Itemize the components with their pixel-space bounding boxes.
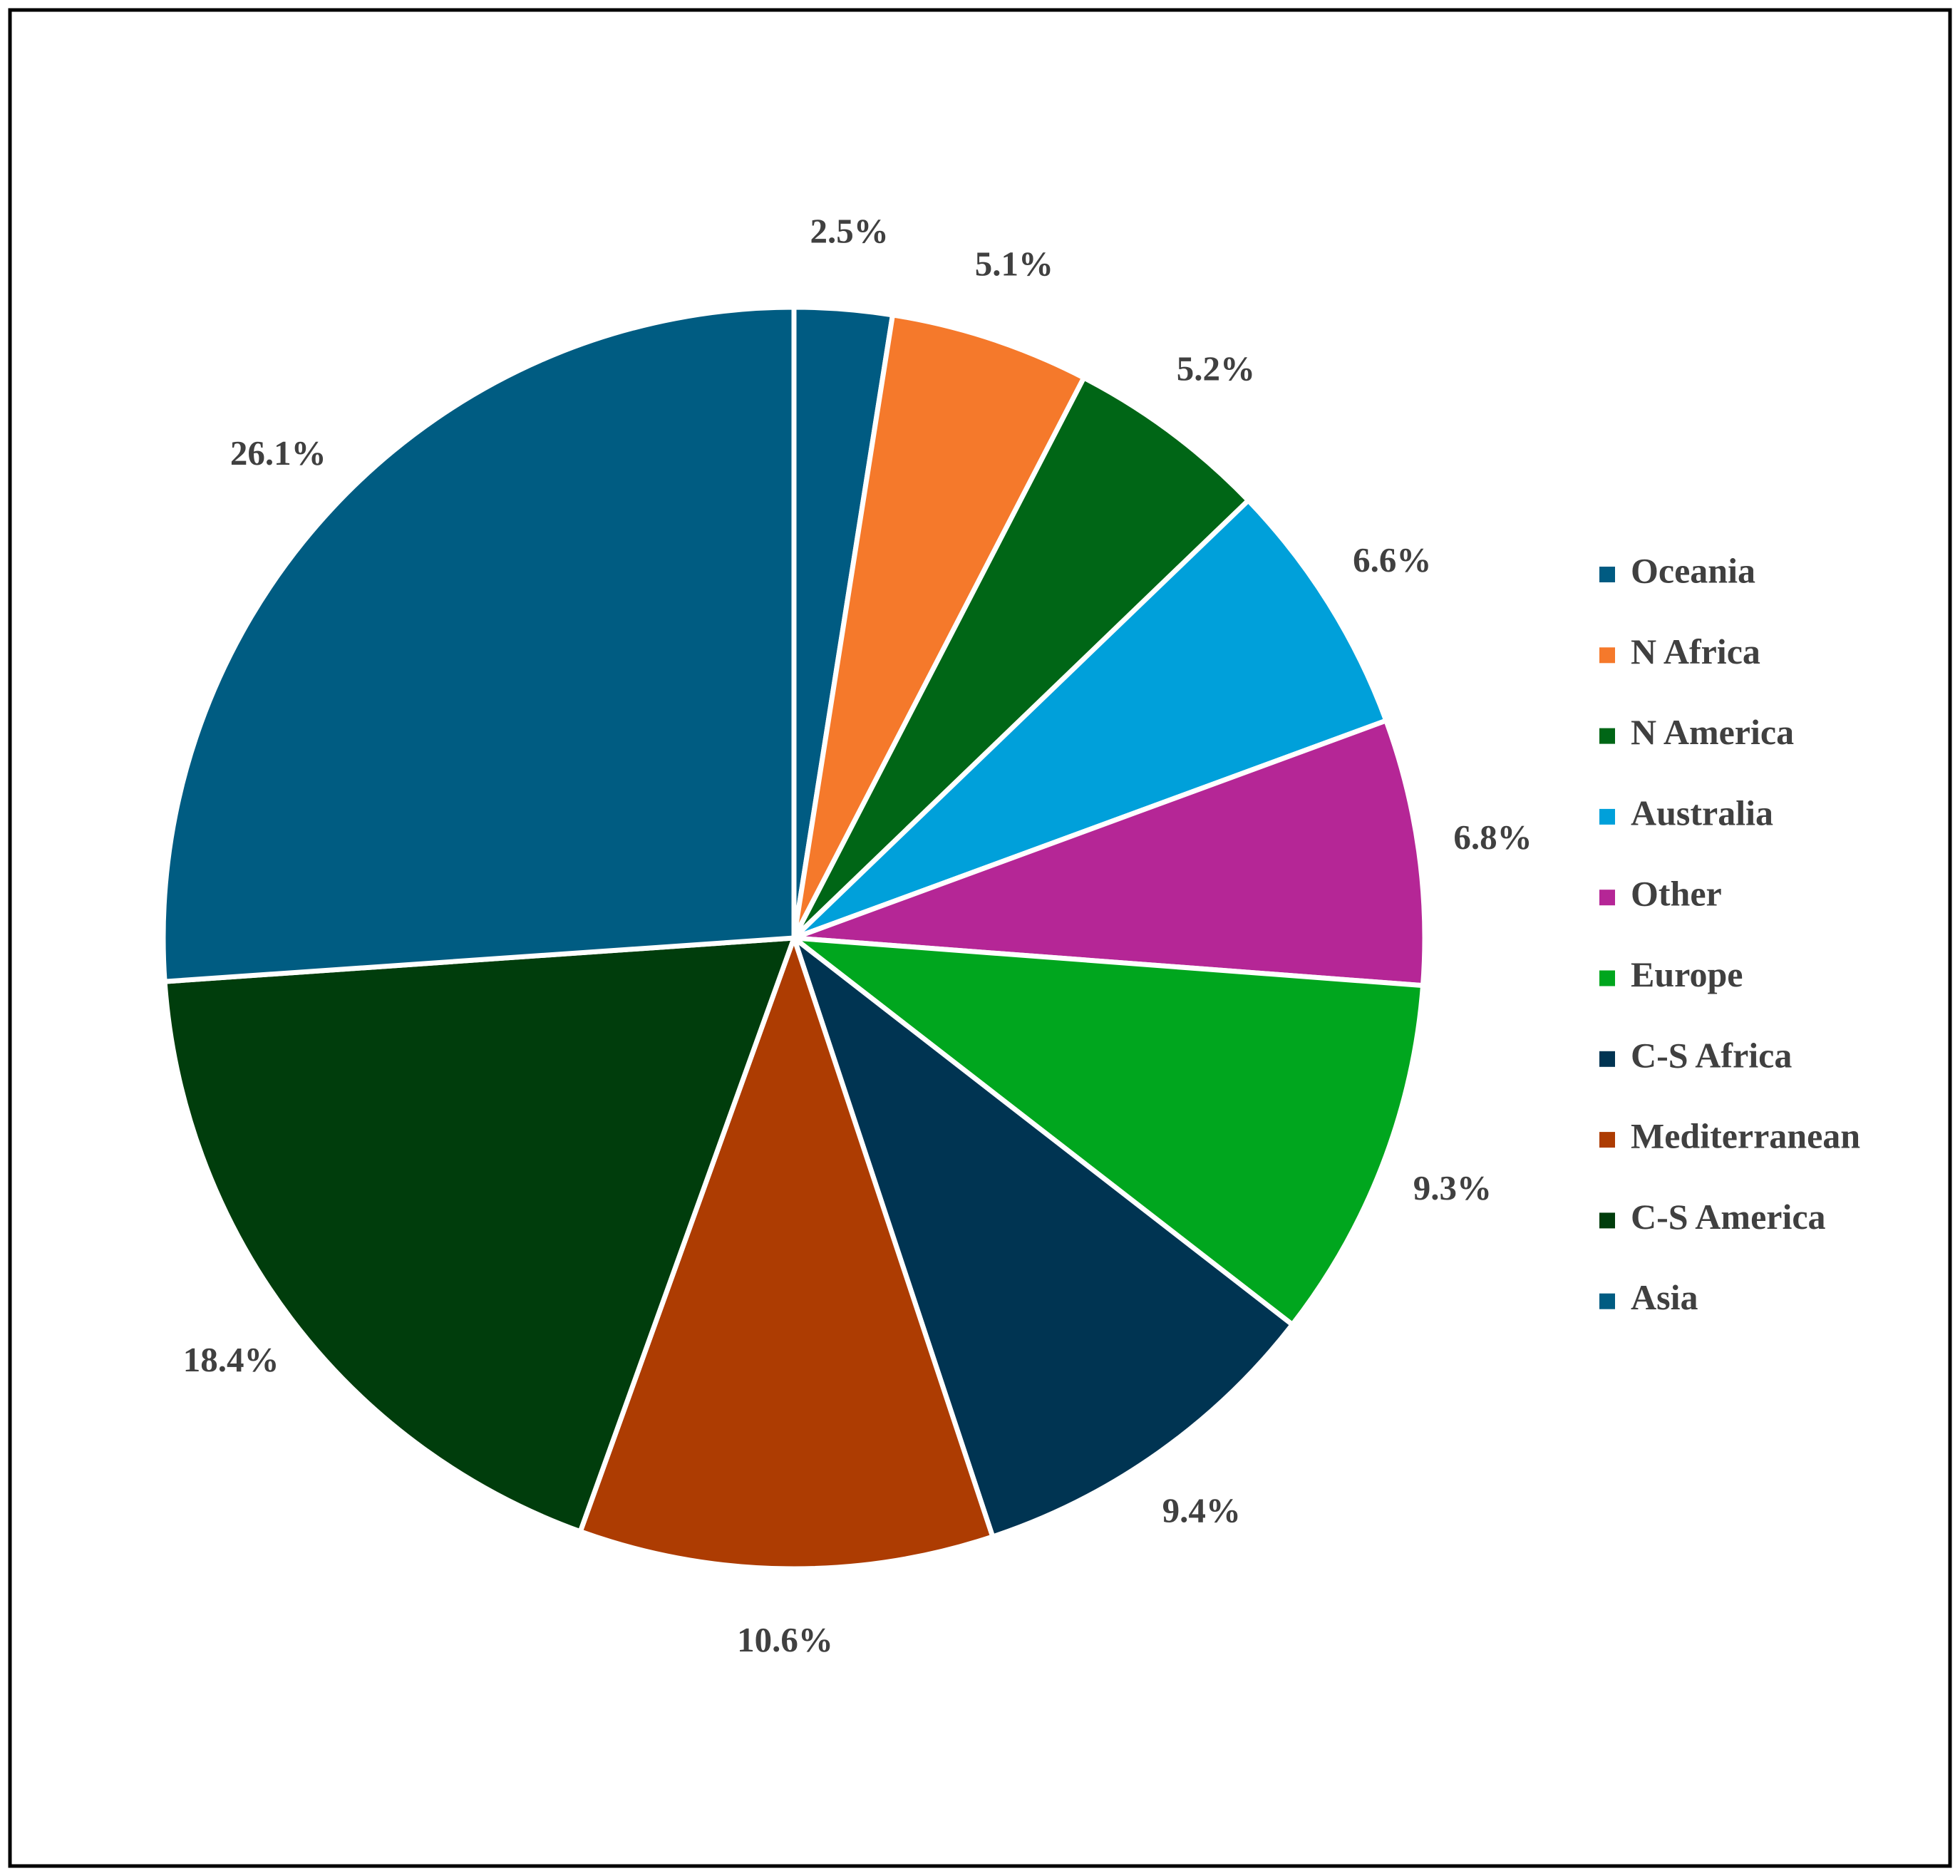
pie-slice bbox=[792, 497, 1390, 941]
pie-slice bbox=[791, 311, 1088, 939]
legend-label: Europe bbox=[1631, 954, 1743, 994]
legend-label: Asia bbox=[1631, 1277, 1698, 1317]
legend-swatch bbox=[1599, 567, 1615, 582]
legend-swatch bbox=[1599, 1132, 1615, 1148]
data-label: 6.8% bbox=[1453, 818, 1532, 857]
legend-swatch bbox=[1599, 970, 1615, 986]
legend-label: Oceania bbox=[1631, 550, 1755, 590]
pie-slice bbox=[785, 934, 1426, 1329]
pie-slice bbox=[789, 931, 1296, 1540]
pie-slice bbox=[577, 930, 996, 1572]
data-label: 26.1% bbox=[230, 433, 326, 473]
data-label: 5.1% bbox=[975, 244, 1053, 284]
legend-swatch bbox=[1599, 890, 1615, 906]
data-label: 9.3% bbox=[1413, 1168, 1492, 1207]
data-label: 10.6% bbox=[737, 1620, 833, 1659]
legend-swatch bbox=[1599, 808, 1615, 825]
pie-slice bbox=[162, 935, 798, 1535]
data-label: 5.2% bbox=[1177, 349, 1255, 388]
legend-swatch bbox=[1599, 647, 1615, 664]
legend-swatch bbox=[1599, 728, 1615, 744]
legend-label: N Africa bbox=[1631, 632, 1760, 671]
legend-label: C-S Africa bbox=[1631, 1035, 1792, 1075]
legend-label: Other bbox=[1631, 874, 1722, 914]
legend-label: Australia bbox=[1631, 793, 1773, 833]
data-label: 18.4% bbox=[183, 1340, 279, 1379]
data-label: 9.4% bbox=[1162, 1490, 1241, 1530]
legend-swatch bbox=[1599, 1051, 1615, 1067]
pie-slice bbox=[160, 304, 797, 984]
pie-slice bbox=[791, 374, 1252, 940]
legend-label: C-S America bbox=[1631, 1197, 1826, 1237]
data-label: 2.5% bbox=[810, 211, 889, 250]
legend-label: N America bbox=[1631, 712, 1794, 752]
data-label: 6.6% bbox=[1353, 540, 1431, 579]
legend-swatch bbox=[1599, 1212, 1615, 1229]
pie-slice bbox=[793, 717, 1428, 989]
legend-swatch bbox=[1599, 1293, 1615, 1309]
legend-label: Mediterranean bbox=[1631, 1116, 1860, 1156]
